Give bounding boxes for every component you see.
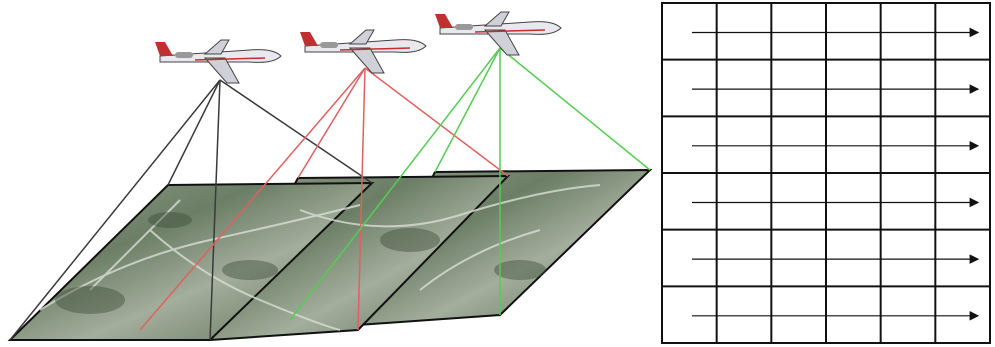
- terrain-patches: [55, 212, 546, 314]
- aircraft-3: [435, 11, 562, 56]
- rays-plane-2: [139, 67, 509, 331]
- projection-rays: [9, 47, 651, 341]
- terrain-details: [39, 184, 601, 331]
- grid-lines: [662, 3, 990, 343]
- photo-frames: [7, 168, 653, 342]
- aircraft-1: [155, 39, 282, 84]
- flight-line-grid: [661, 2, 991, 344]
- flight-line-arrows: [692, 27, 980, 321]
- aircraft-2: [300, 29, 427, 74]
- rays-plane-1: [9, 79, 373, 341]
- rays-plane-3: [289, 47, 651, 321]
